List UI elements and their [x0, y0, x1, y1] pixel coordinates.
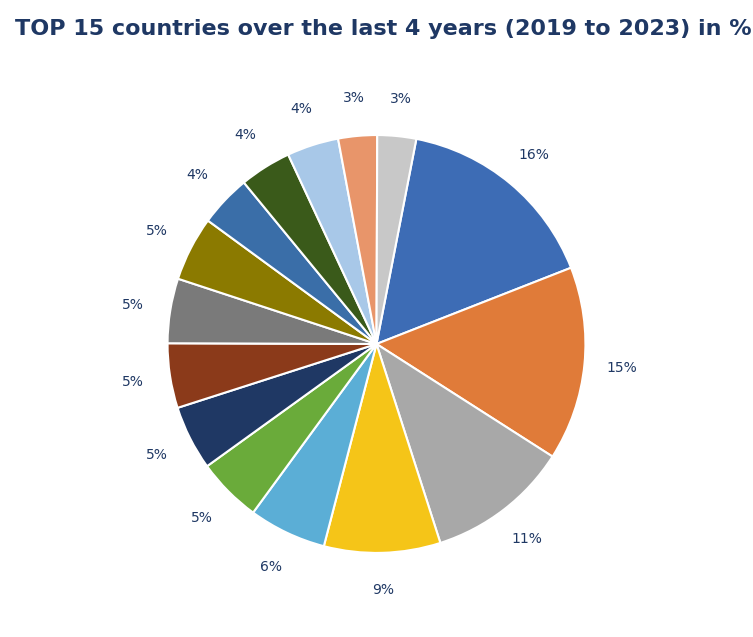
Wedge shape [207, 344, 376, 513]
Wedge shape [376, 268, 585, 457]
Text: 11%: 11% [511, 533, 542, 547]
Text: TOP 15 countries over the last 4 years (2019 to 2023) in %: TOP 15 countries over the last 4 years (… [15, 19, 751, 39]
Wedge shape [253, 344, 376, 546]
Text: 4%: 4% [234, 129, 256, 142]
Wedge shape [376, 135, 416, 344]
Text: 9%: 9% [373, 583, 395, 598]
Wedge shape [324, 344, 441, 553]
Text: 6%: 6% [260, 560, 282, 574]
Text: 5%: 5% [122, 375, 144, 389]
Text: 15%: 15% [606, 361, 637, 375]
Wedge shape [376, 139, 571, 344]
Wedge shape [338, 135, 377, 344]
Text: 3%: 3% [389, 92, 411, 106]
Wedge shape [168, 279, 376, 344]
Text: 16%: 16% [519, 148, 550, 162]
Text: 5%: 5% [191, 511, 212, 525]
Wedge shape [178, 220, 376, 344]
Wedge shape [376, 344, 553, 543]
Wedge shape [244, 155, 376, 344]
Wedge shape [178, 344, 376, 466]
Text: 4%: 4% [290, 102, 312, 116]
Text: 5%: 5% [145, 448, 167, 462]
Text: 5%: 5% [146, 224, 168, 238]
Wedge shape [208, 183, 376, 344]
Text: 3%: 3% [343, 92, 365, 106]
Wedge shape [168, 343, 376, 408]
Wedge shape [288, 139, 376, 344]
Text: 5%: 5% [122, 297, 144, 311]
Text: 4%: 4% [187, 168, 209, 182]
